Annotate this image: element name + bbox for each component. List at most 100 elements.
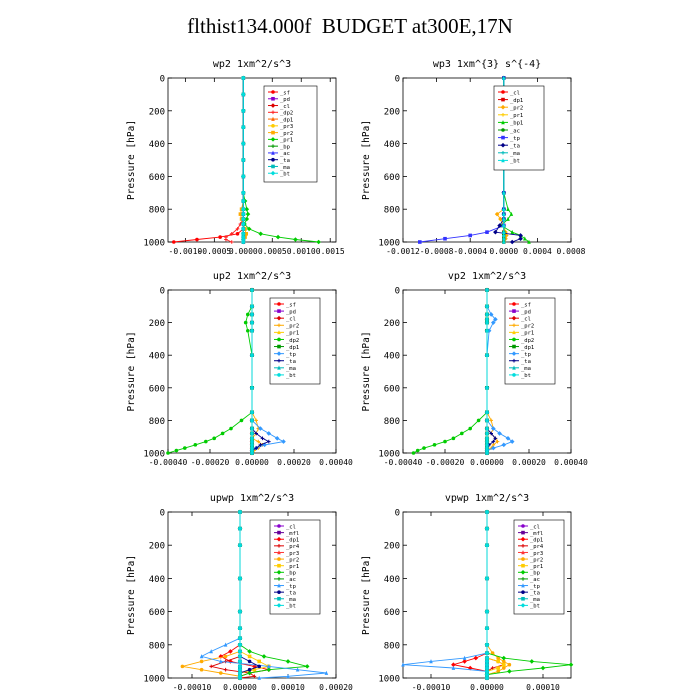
data-point — [485, 320, 489, 325]
y-tick-label: 600 — [149, 173, 165, 183]
legend-marker — [501, 135, 505, 140]
data-point — [502, 216, 506, 221]
data-point — [484, 669, 490, 674]
data-point — [241, 237, 246, 242]
data-point — [241, 221, 246, 227]
legend-marker — [501, 90, 505, 94]
legend-marker — [271, 157, 275, 162]
data-point — [485, 410, 489, 415]
panel-title: wp3 1xm^{3} s^{-4} — [433, 59, 541, 70]
data-point — [491, 445, 496, 451]
data-point — [506, 206, 510, 211]
y-tick-label: 200 — [384, 542, 400, 552]
legend-marker — [271, 110, 275, 115]
data-point — [493, 229, 498, 235]
data-point — [418, 240, 422, 244]
legend-label: _ac — [280, 151, 290, 157]
panel-title: wp2 1xm^2/s^3 — [213, 59, 291, 70]
data-point — [502, 223, 506, 228]
x-tick-label: -0.0004 — [453, 247, 487, 256]
x-tick-label: -0.0008 — [420, 247, 454, 256]
legend-label: _tp — [286, 352, 296, 358]
data-point — [495, 439, 500, 444]
legend-marker — [521, 583, 525, 588]
data-point — [267, 439, 271, 444]
legend-label: _ta — [280, 158, 290, 164]
data-point — [209, 649, 213, 654]
data-point — [254, 446, 258, 450]
data-point — [209, 664, 213, 669]
data-point — [241, 226, 246, 232]
x-tick-label: 0.00000 — [470, 458, 504, 467]
x-tick-label: 0.0005 — [258, 247, 287, 256]
data-point — [490, 651, 495, 655]
data-point — [484, 655, 490, 661]
data-point — [485, 312, 489, 317]
legend-marker — [521, 550, 525, 555]
data-point — [443, 439, 447, 444]
data-point — [411, 451, 416, 455]
data-point — [485, 230, 489, 234]
y-tick-label: 200 — [384, 107, 400, 117]
data-point — [451, 436, 456, 441]
y-tick-label: 0 — [160, 287, 165, 297]
legend-label: _ta — [530, 590, 540, 596]
legend-label: _pr1 — [521, 331, 534, 337]
data-point — [241, 234, 246, 240]
data-point — [243, 320, 248, 325]
data-point — [258, 443, 263, 447]
data-point — [484, 642, 490, 648]
data-point — [237, 675, 243, 681]
panel-title: upwp 1xm^2/s^3 — [210, 493, 294, 504]
data-point — [401, 662, 405, 667]
data-point — [241, 174, 246, 179]
data-point — [262, 442, 267, 448]
data-point — [237, 635, 243, 641]
data-point — [502, 190, 506, 195]
data-point — [252, 664, 257, 669]
x-tick-label: -0.00010 — [173, 683, 212, 692]
legend-marker — [277, 373, 281, 377]
y-tick-label: 200 — [149, 107, 165, 117]
data-point — [496, 669, 501, 674]
data-point — [260, 436, 265, 441]
x-tick-label: -0.00010 — [412, 683, 451, 692]
legend-label: _bt — [530, 604, 540, 610]
legend-label: _ac — [530, 577, 540, 583]
data-point — [247, 649, 252, 654]
data-point — [316, 239, 321, 245]
data-point — [241, 108, 246, 114]
data-point — [496, 656, 501, 660]
y-tick-label: 400 — [384, 575, 400, 585]
y-tick-label: 200 — [149, 319, 165, 329]
legend-marker — [512, 309, 516, 313]
data-point — [250, 320, 254, 325]
plot-frame — [402, 77, 572, 243]
y-axis-label: Pressure [hPa] — [361, 120, 372, 200]
y-tick-label: 200 — [149, 542, 165, 552]
y-tick-label: 1000 — [378, 239, 400, 249]
legend-label: _cl — [510, 90, 520, 96]
data-point — [473, 655, 479, 661]
y-tick-label: 200 — [384, 319, 400, 329]
legend-label: _bp — [530, 571, 540, 577]
data-point — [568, 662, 574, 668]
legend-marker — [521, 596, 525, 601]
legend-label: _tp — [530, 584, 540, 590]
legend-label: _pr1 — [530, 564, 543, 570]
legend-label: _ma — [280, 165, 290, 171]
y-axis-label: Pressure [hPa] — [361, 555, 372, 635]
data-point — [229, 426, 233, 431]
legend-marker — [271, 90, 275, 94]
data-point — [237, 659, 243, 664]
data-point — [484, 659, 490, 664]
legend-marker — [271, 116, 275, 121]
data-point — [497, 431, 502, 436]
data-point — [246, 226, 252, 232]
data-point — [484, 675, 490, 681]
data-point — [223, 654, 228, 659]
plot-frame — [167, 511, 337, 679]
chart-panel-2: wp3 1xm^{3} s^{-4} Pressure [hPa] 0 200 400 6… — [361, 59, 586, 256]
data-point — [494, 211, 500, 217]
